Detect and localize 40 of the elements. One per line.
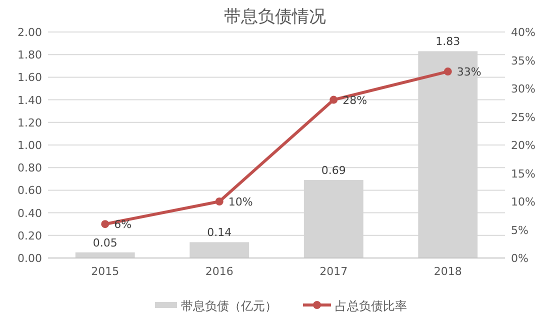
point (101, 220, 110, 228)
y-tick-label: 1.20 (18, 116, 42, 130)
y2-tick-label: 10% (511, 196, 536, 208)
point (444, 68, 452, 76)
data-label: 0.69 (321, 164, 346, 178)
x-tick-label: 2017 (320, 265, 348, 278)
y-tick-label: 1.80 (18, 48, 42, 62)
x-tick-label: 2016 (205, 265, 234, 278)
y-tick-label: 0.60 (18, 184, 42, 198)
y-tick-label: 0.80 (18, 162, 42, 175)
data-label: 10% (228, 196, 253, 208)
bar (190, 242, 250, 258)
y-tick-label: 0.00 (18, 252, 42, 265)
y2-tick-label: 35% (511, 54, 536, 68)
y-tick-label: 2.00 (18, 26, 42, 39)
y2-tick-label: 20% (511, 139, 536, 152)
y-tick-label: 0.20 (18, 229, 42, 242)
y2-tick-label: 0% (511, 252, 528, 265)
y-tick-label: 0.40 (18, 206, 42, 220)
point (215, 198, 224, 206)
y2-tick-label: 40% (511, 26, 536, 39)
data-label: 1.83 (436, 35, 460, 48)
legend-label: 带息负债（亿元） (181, 299, 277, 313)
y-tick-label: 1.40 (18, 94, 42, 107)
y-tick-label: 1.60 (18, 71, 42, 84)
y2-tick-label: 15% (511, 167, 536, 180)
point (330, 96, 338, 104)
x-tick-label: 2018 (434, 265, 462, 278)
legend-label: 占总负债比率 (335, 299, 407, 313)
data-label: 0.05 (92, 236, 118, 250)
data-label: 6% (114, 218, 132, 232)
y2-tick-label: 25% (511, 110, 536, 124)
y2-tick-label: 30% (511, 82, 536, 96)
y2-tick-label: 5% (511, 224, 528, 237)
data-label: 28% (342, 94, 368, 107)
data-label: 0.14 (207, 226, 232, 240)
title: 带息负债情况 (224, 7, 326, 27)
y-tick-label: 1.00 (18, 139, 42, 152)
data-label: 33% (456, 66, 482, 79)
x-tick-label: 2015 (91, 265, 120, 278)
